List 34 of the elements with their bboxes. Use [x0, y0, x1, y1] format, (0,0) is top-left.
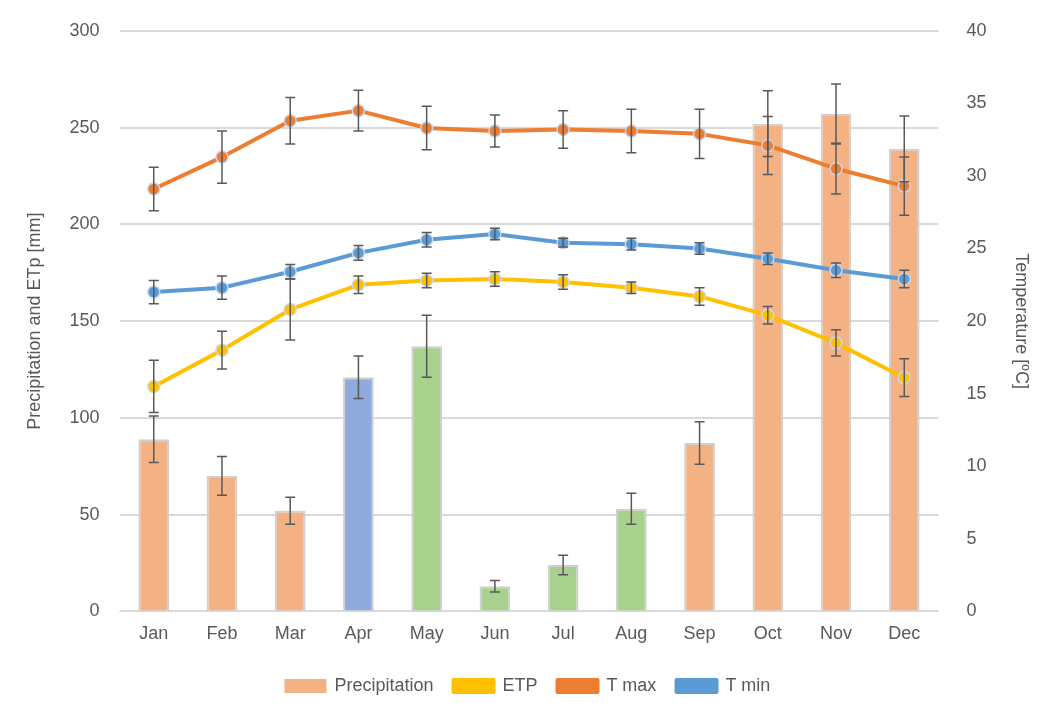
y-tick-label: 300 [69, 19, 100, 40]
y2-tick-label: 20 [966, 310, 987, 331]
x-tick-label: Jun [480, 623, 510, 644]
y2-tick-label: 25 [966, 237, 987, 258]
y2-tick-label: 5 [966, 527, 977, 548]
x-tick-label: Dec [888, 623, 921, 644]
x-tick-label: Sep [683, 623, 716, 644]
y2-tick-label: 40 [966, 19, 987, 40]
y2-tick-label: 0 [966, 600, 977, 621]
x-tick-label: Nov [820, 623, 853, 644]
y-tick-label: 250 [69, 116, 100, 137]
x-tick-label: Apr [344, 623, 373, 644]
y-tick-label: 150 [69, 310, 100, 331]
y2-tick-label: 10 [966, 455, 987, 476]
legend-label: ETP [502, 674, 538, 695]
legend-label: T max [606, 674, 657, 695]
y-axis-title: Precipitation and ETp [mm] [23, 212, 44, 430]
legend-label: Precipitation [334, 674, 434, 695]
y2-tick-label: 30 [966, 164, 987, 185]
y2-axis-title: Temperature [ºC] [1012, 253, 1033, 389]
y-tick-label: 100 [69, 406, 100, 427]
x-tick-label: Feb [206, 623, 238, 644]
x-tick-label: Oct [753, 623, 782, 644]
y-tick-label: 0 [89, 600, 100, 621]
x-tick-label: May [409, 623, 444, 644]
x-tick-label: Mar [274, 623, 306, 644]
x-tick-label: Aug [615, 623, 648, 644]
y2-tick-label: 15 [966, 382, 987, 403]
legend-label: T min [725, 674, 771, 695]
x-tick-label: Jan [139, 623, 169, 644]
x-tick-label: Jul [551, 623, 575, 644]
y-tick-label: 200 [69, 213, 100, 234]
y-tick-label: 50 [79, 503, 100, 524]
y2-tick-label: 35 [966, 92, 987, 113]
